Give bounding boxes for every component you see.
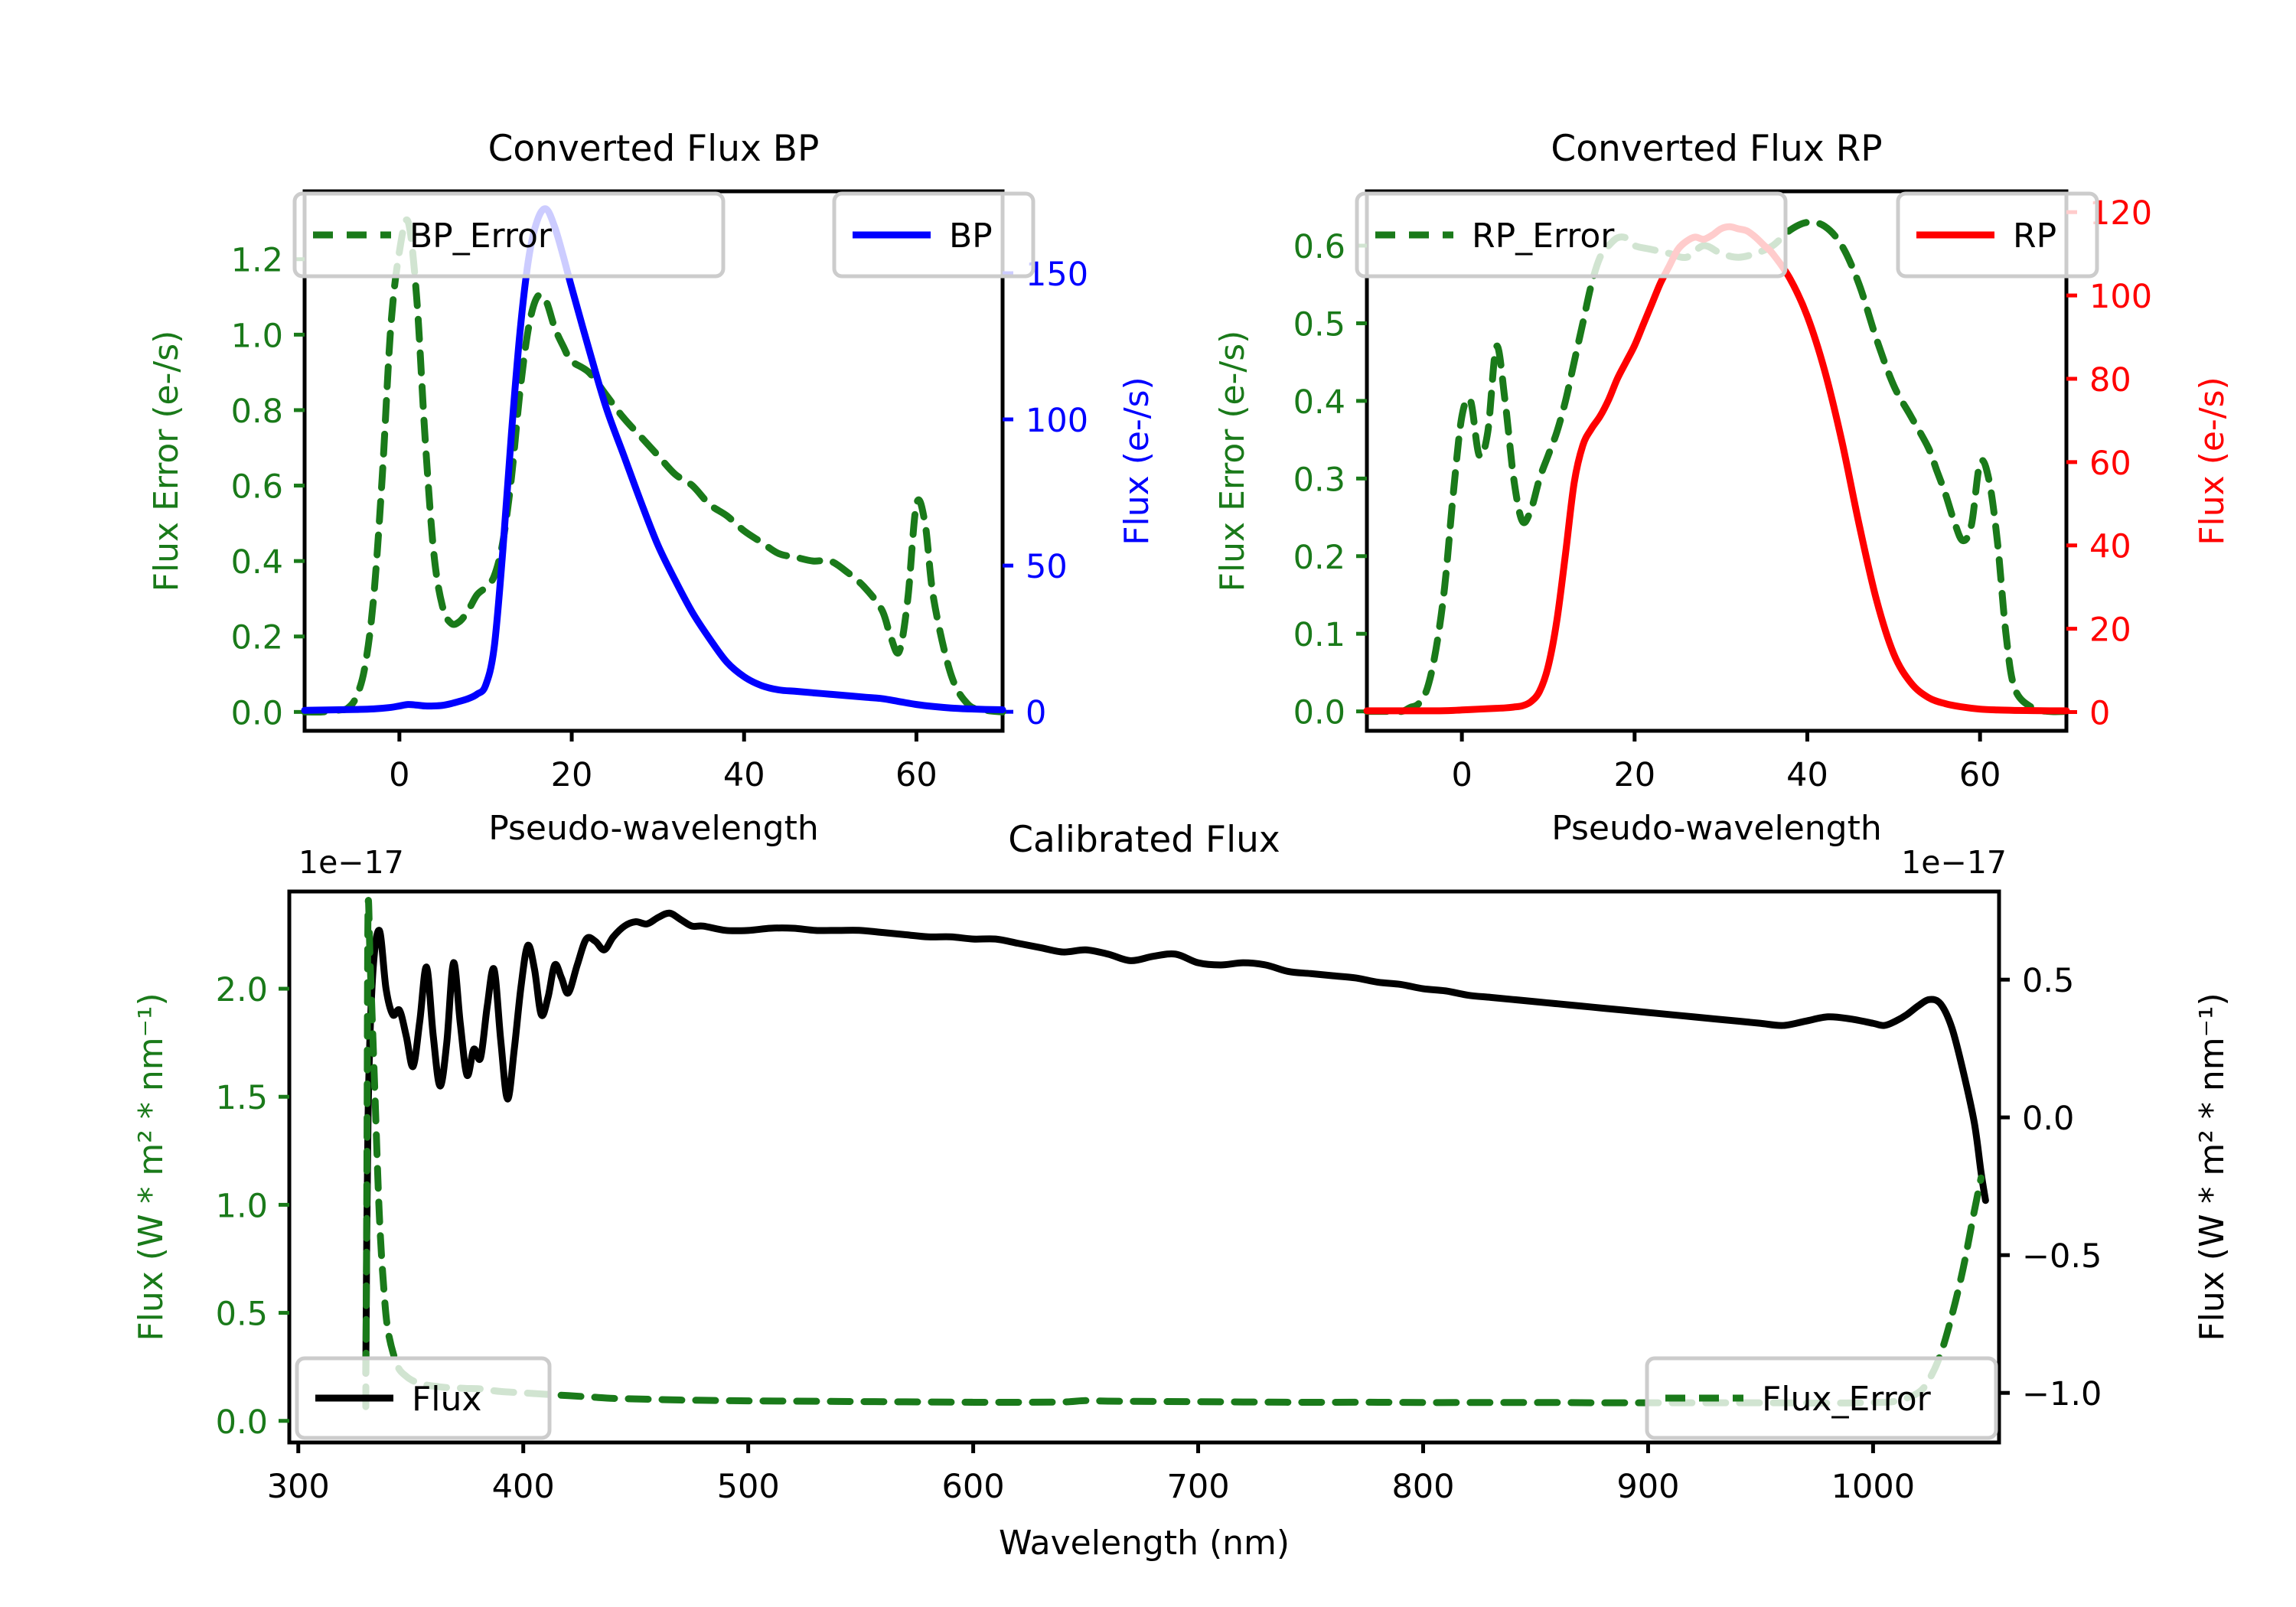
legend-flux-error[interactable]: Flux_Error (1645, 1356, 1998, 1440)
y-tick-label-left: 1.5 (216, 1079, 268, 1117)
y-tick-label-right: 100 (1026, 402, 1088, 440)
y-tick-label-left: 0.6 (231, 468, 283, 507)
legend-bp[interactable]: BP (832, 191, 1035, 279)
y-tick-label-left: 0.0 (231, 694, 283, 732)
x-tick-label: 60 (1959, 756, 2001, 794)
y-tick-label-left: 0.4 (231, 543, 283, 582)
y-tick-label-left: 1.0 (216, 1187, 268, 1225)
y-tick-label-left: 0.8 (231, 393, 283, 431)
x-tick-label: 900 (1616, 1468, 1679, 1506)
y-tick-label-right: 20 (2089, 611, 2131, 650)
panel-converted-flux-rp: Converted Flux RP 0 20 40 60 0.0 0.1 0.2 0.3 0.4 0… (1213, 128, 2232, 848)
y-tick-label-left: 0.2 (231, 619, 283, 657)
y-tick-label-right: 60 (2089, 445, 2131, 483)
x-axis-title-rp: Pseudo-wavelength (1551, 809, 1882, 848)
x-tick-label: 1000 (1831, 1468, 1915, 1506)
y-tick-label-left: 1.0 (231, 317, 283, 355)
x-tick-label: 0 (1451, 756, 1472, 794)
x-axis-title-bp: Pseudo-wavelength (488, 809, 819, 848)
x-tick-label: 40 (723, 756, 765, 794)
x-tick-label: 500 (717, 1468, 780, 1506)
legend-label: Flux (412, 1380, 481, 1419)
y-tick-label-left: 0.5 (216, 1296, 268, 1334)
x-tick-label: 20 (551, 756, 593, 794)
series-rp (1363, 223, 2070, 715)
y-tick-label-left: 2.0 (216, 971, 268, 1009)
y-tick-label-right: 0 (1026, 694, 1046, 732)
legend-box (1645, 1356, 1998, 1440)
legend-box (832, 191, 1035, 279)
legend-label: RP (2013, 217, 2056, 256)
x-tick-label: 20 (1613, 756, 1655, 794)
y-tick-label-left: 0.5 (1293, 305, 1345, 344)
y-axis-title-right-rp: Flux (e-/s) (2193, 376, 2232, 545)
x-tick-label: 600 (942, 1468, 1005, 1506)
x-axis-title-calibrated: Wavelength (nm) (999, 1524, 1290, 1563)
y-tick-label-left: 0.1 (1293, 616, 1345, 654)
legend-label: Flux_Error (1762, 1380, 1932, 1419)
legend-box (295, 1356, 552, 1440)
y-tick-label-right: 100 (2089, 278, 2152, 316)
y-tick-label-left: 0.2 (1293, 539, 1345, 577)
legend-bp-error[interactable]: BP_Error (292, 191, 726, 279)
x-tick-label: 60 (895, 756, 938, 794)
legend-label: BP_Error (409, 217, 553, 256)
x-tick-label: 300 (267, 1468, 330, 1506)
series-bp (301, 205, 1006, 714)
legend-flux[interactable]: Flux (295, 1356, 552, 1440)
panel-calibrated-flux: Calibrated Flux 1e−17 1e−17 300 400 500 600 700… (132, 819, 2232, 1563)
y-tick-label-right: 120 (2089, 194, 2152, 233)
y-axis-title-left-rp: Flux Error (e-/s) (1213, 331, 1252, 592)
y-tick-label-right: −0.5 (2022, 1237, 2102, 1276)
y-tick-label-right: 50 (1026, 548, 1068, 586)
plot-frame (287, 889, 2001, 1445)
panel-title-bp: Converted Flux BP (488, 128, 820, 170)
panel-title-calibrated: Calibrated Flux (1008, 819, 1280, 861)
legend-rp-error[interactable]: RP_Error (1355, 191, 1788, 279)
series-flux (362, 909, 1989, 1377)
y-axis-title-left-calibrated: Flux (W * m² * nm⁻¹) (132, 993, 171, 1341)
x-tick-label: 800 (1391, 1468, 1454, 1506)
y-offset-label-left: 1e−17 (298, 844, 404, 881)
y-tick-label-left: 0.0 (216, 1403, 268, 1442)
x-tick-label: 700 (1167, 1468, 1230, 1506)
series-bp_error (301, 216, 1006, 716)
legend-box (1355, 191, 1788, 279)
y-tick-label-left: 0.3 (1293, 461, 1345, 499)
legend-label: RP_Error (1472, 217, 1615, 256)
y-axis-title-right-calibrated: Flux (W * m² * nm⁻¹) (2193, 993, 2232, 1341)
y-tick-label-left: 0.0 (1293, 694, 1345, 732)
legend-label: BP (949, 217, 993, 256)
plot-frame (302, 189, 1005, 733)
y-tick-label-left: 0.6 (1293, 228, 1345, 266)
legend-rp[interactable]: RP (1896, 191, 2099, 279)
series-flux_error (362, 897, 1985, 1410)
y-tick-label-left: 0.4 (1293, 383, 1345, 422)
panel-converted-flux-bp: Converted Flux BP 0 20 40 60 0.0 0.2 0.4 0.6 0.8 1… (147, 128, 1156, 848)
y-axis-title-right-bp: Flux (e-/s) (1117, 376, 1156, 545)
x-tick-label: 40 (1786, 756, 1828, 794)
panel-title-rp: Converted Flux RP (1551, 128, 1882, 170)
y-offset-label-right: 1e−17 (1901, 844, 2007, 881)
legend-box (292, 191, 726, 279)
x-tick-label: 0 (389, 756, 409, 794)
legend-box (1896, 191, 2099, 279)
y-tick-label-right: 80 (2089, 361, 2131, 399)
y-tick-label-left: 1.2 (231, 242, 283, 280)
y-tick-label-right: −1.0 (2022, 1375, 2102, 1413)
series-rp_error (1363, 218, 2070, 715)
x-tick-label: 400 (492, 1468, 555, 1506)
y-tick-label-right: 0.0 (2022, 1100, 2074, 1138)
y-tick-label-right: 0.5 (2022, 962, 2074, 1000)
y-axis-title-left-bp: Flux Error (e-/s) (147, 331, 186, 592)
y-tick-label-right: 150 (1026, 256, 1088, 294)
y-tick-label-right: 0 (2089, 695, 2110, 733)
y-tick-label-right: 40 (2089, 528, 2131, 566)
